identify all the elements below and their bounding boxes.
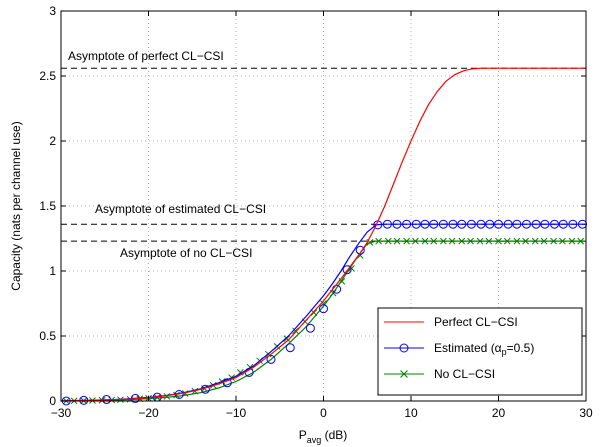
data-point-circle	[355, 245, 365, 255]
data-point-x	[384, 237, 392, 245]
data-point-x	[568, 237, 576, 245]
data-point-x	[292, 327, 299, 335]
asymptote-lines	[61, 67, 586, 242]
data-point-x	[467, 237, 474, 245]
y-tick-label: 1.5	[39, 199, 56, 213]
y-tick-label: 0.5	[39, 329, 56, 343]
y-tick-label: 3	[49, 4, 56, 18]
data-point-circle	[485, 219, 495, 229]
data-point-x	[448, 237, 456, 245]
x-tick-label: −30	[51, 406, 72, 420]
y-tick-label: 2	[49, 134, 56, 148]
data-point-circle	[305, 323, 315, 333]
data-point-circle	[540, 219, 550, 229]
data-point-circle	[550, 219, 559, 229]
data-point-x	[421, 237, 429, 245]
series-group	[60, 67, 587, 406]
asymptote-annotation: Asymptote of perfect CL−CSI	[68, 49, 224, 63]
data-point-x	[393, 237, 401, 245]
data-point-x	[153, 394, 161, 401]
data-point-circle	[448, 219, 458, 229]
data-point-circle	[457, 219, 467, 229]
data-point-circle	[512, 219, 522, 229]
asymptote-annotation: Asymptote of no CL−CSI	[120, 246, 252, 260]
legend-marker-estimated	[399, 343, 409, 353]
data-point-circle	[392, 219, 402, 229]
data-point-circle	[285, 343, 295, 353]
asymptote-annotation: Asymptote of estimated CL−CSI	[95, 202, 266, 216]
data-point-circle	[568, 219, 578, 229]
data-point-circle	[342, 265, 352, 275]
data-point-circle	[402, 219, 412, 229]
legend: Perfect CL−CSI Estimated (αp=0.5) No CL−…	[377, 307, 583, 396]
data-point-circle	[420, 219, 430, 229]
data-point-x	[559, 237, 566, 245]
data-point-circle	[429, 219, 439, 229]
data-point-x	[440, 237, 447, 245]
data-point-x	[503, 237, 511, 245]
data-point-x	[458, 237, 466, 245]
data-point-x	[403, 237, 410, 245]
legend-label-no: No CL−CSI	[434, 367, 495, 381]
data-point-circle	[319, 304, 328, 314]
y-tick-label: 2.5	[39, 69, 56, 83]
data-point-x	[430, 237, 438, 245]
y-tick-label: 0	[49, 394, 56, 408]
data-point-x	[522, 237, 529, 245]
data-point-x	[531, 237, 539, 245]
data-point-x	[485, 237, 493, 245]
asymptote-annotations: Asymptote of perfect CL−CSI Asymptote of …	[68, 49, 266, 260]
legend-label-perfect: Perfect CL−CSI	[434, 315, 518, 329]
data-point-circle	[494, 219, 503, 229]
data-point-circle	[503, 219, 513, 229]
data-point-x	[577, 237, 585, 245]
legend-label-estimated: Estimated (αp=0.5)	[434, 341, 534, 357]
x-tick-label: −20	[138, 406, 159, 420]
x-axis-label: Pavg (dB)	[299, 428, 348, 445]
series-line	[60, 67, 586, 402]
data-point-x	[513, 237, 521, 245]
data-point-x	[550, 237, 557, 245]
data-point-x	[283, 335, 291, 342]
data-point-x	[495, 237, 502, 245]
data-point-x	[540, 237, 548, 245]
data-point-x	[375, 237, 382, 245]
x-tick-label: 20	[492, 406, 506, 420]
x-tick-label: 10	[404, 406, 418, 420]
data-point-x	[412, 237, 419, 245]
data-point-circle	[266, 354, 276, 364]
y-tick-label: 1	[49, 264, 56, 278]
data-point-circle	[558, 219, 568, 229]
ticks: −30 −20 −10 0 10 20 30 0 0.5 1 1.5 2 2.5 3	[39, 4, 593, 420]
data-point-circle	[531, 219, 541, 229]
legend-marker-no	[400, 370, 408, 378]
data-point-circle	[522, 219, 531, 229]
x-tick-label: 0	[320, 406, 327, 420]
data-point-circle	[476, 219, 486, 229]
data-point-x	[476, 237, 484, 245]
x-tick-label: −10	[226, 406, 247, 420]
data-point-circle	[411, 219, 421, 229]
data-point-circle	[382, 219, 392, 229]
data-point-circle	[438, 219, 448, 229]
x-tick-label: 30	[579, 406, 593, 420]
data-point-circle	[466, 219, 476, 229]
y-axis-label: Capacity (nats per channel use)	[9, 121, 23, 290]
